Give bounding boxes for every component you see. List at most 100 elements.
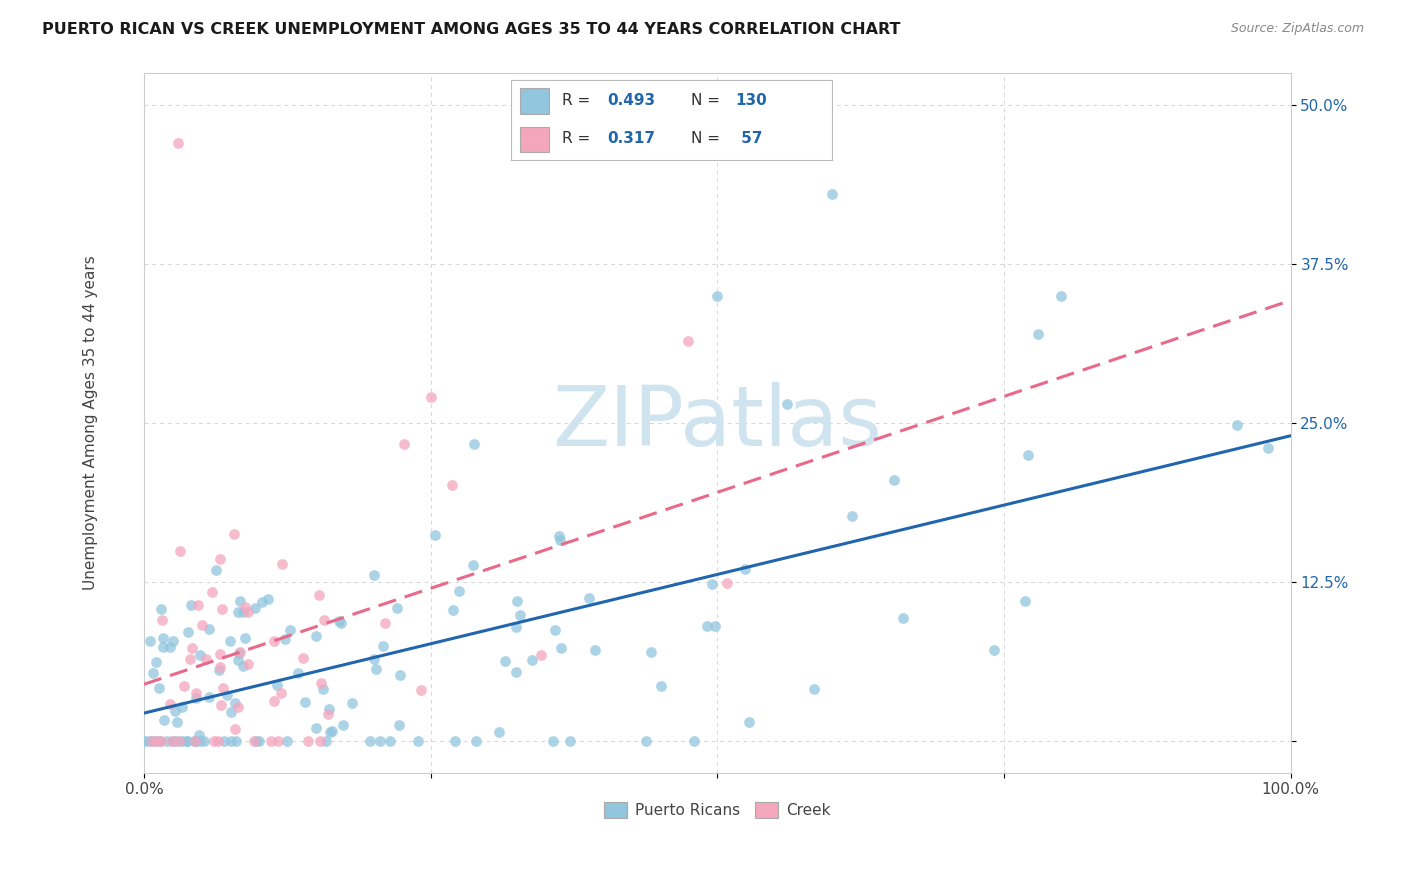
Point bbox=[141, 734, 163, 748]
Point bbox=[228, 646, 250, 660]
Point bbox=[273, 632, 295, 646]
Point bbox=[321, 723, 343, 738]
Point bbox=[145, 655, 167, 669]
Point bbox=[443, 734, 465, 748]
Point bbox=[141, 734, 163, 748]
Point bbox=[247, 734, 270, 748]
Point bbox=[1014, 594, 1036, 608]
Point bbox=[152, 640, 174, 654]
Legend: Puerto Ricans, Creek: Puerto Ricans, Creek bbox=[598, 797, 837, 824]
Point bbox=[153, 714, 176, 728]
Point bbox=[150, 613, 173, 627]
Point bbox=[1050, 288, 1073, 302]
Point bbox=[550, 533, 572, 547]
Point bbox=[1257, 442, 1279, 456]
Point bbox=[304, 630, 326, 644]
Point bbox=[148, 681, 170, 695]
Point bbox=[332, 718, 354, 732]
Point bbox=[388, 718, 411, 732]
Point bbox=[198, 622, 221, 636]
Point bbox=[263, 633, 285, 648]
Point bbox=[309, 734, 332, 748]
Point bbox=[650, 679, 672, 693]
Point bbox=[363, 567, 385, 582]
Point bbox=[186, 686, 208, 700]
Point bbox=[219, 633, 242, 648]
Point bbox=[160, 734, 183, 748]
Point bbox=[541, 734, 564, 748]
Point bbox=[271, 557, 294, 571]
Point bbox=[260, 734, 283, 748]
Point bbox=[201, 585, 224, 599]
Point bbox=[578, 591, 600, 606]
Point bbox=[209, 647, 232, 661]
Point bbox=[394, 436, 416, 450]
Point bbox=[520, 653, 543, 667]
Point bbox=[305, 721, 328, 735]
Point bbox=[205, 563, 228, 577]
Point bbox=[167, 136, 190, 150]
Point bbox=[309, 676, 332, 690]
Point bbox=[211, 698, 233, 713]
Point bbox=[207, 734, 229, 748]
Point bbox=[159, 698, 181, 712]
Point bbox=[208, 660, 231, 674]
Point bbox=[212, 681, 235, 695]
Point bbox=[330, 616, 353, 631]
Point bbox=[163, 704, 186, 718]
Point bbox=[368, 734, 391, 748]
Point bbox=[146, 734, 169, 748]
Point bbox=[683, 734, 706, 748]
Point bbox=[1026, 326, 1049, 341]
Point bbox=[245, 734, 267, 748]
Point bbox=[883, 473, 905, 487]
Point bbox=[505, 620, 527, 634]
Point bbox=[287, 665, 309, 680]
Point bbox=[159, 640, 181, 655]
Point bbox=[225, 734, 247, 748]
Point bbox=[364, 662, 387, 676]
Point bbox=[640, 645, 662, 659]
Point bbox=[183, 734, 205, 748]
Point bbox=[738, 714, 761, 729]
Point bbox=[891, 610, 914, 624]
Point bbox=[841, 509, 863, 524]
Point bbox=[583, 642, 606, 657]
Point bbox=[169, 543, 191, 558]
Point bbox=[270, 686, 292, 700]
Point bbox=[198, 690, 221, 705]
Point bbox=[233, 631, 256, 645]
Point bbox=[180, 599, 202, 613]
Point bbox=[209, 551, 232, 566]
Point bbox=[226, 605, 249, 619]
Point bbox=[184, 734, 207, 748]
Point bbox=[152, 631, 174, 645]
Point bbox=[983, 643, 1005, 657]
Point bbox=[134, 734, 156, 748]
Point bbox=[232, 659, 254, 673]
Point bbox=[170, 734, 193, 748]
Point bbox=[187, 729, 209, 743]
Point bbox=[505, 665, 527, 680]
Point bbox=[700, 576, 723, 591]
Point bbox=[318, 701, 340, 715]
Point bbox=[530, 648, 553, 662]
Point bbox=[506, 594, 529, 608]
Point bbox=[423, 528, 446, 542]
Point bbox=[202, 734, 225, 748]
Point bbox=[177, 625, 200, 640]
Point bbox=[257, 591, 280, 606]
Point bbox=[169, 734, 191, 748]
Point bbox=[716, 576, 738, 591]
Point bbox=[263, 693, 285, 707]
Point bbox=[294, 695, 316, 709]
Point bbox=[188, 734, 211, 748]
Point bbox=[211, 602, 233, 616]
Point bbox=[447, 584, 470, 599]
Point bbox=[173, 679, 195, 693]
Point bbox=[229, 594, 252, 608]
Point bbox=[363, 652, 385, 666]
Point bbox=[291, 650, 314, 665]
Point bbox=[509, 608, 531, 623]
Point bbox=[696, 619, 718, 633]
